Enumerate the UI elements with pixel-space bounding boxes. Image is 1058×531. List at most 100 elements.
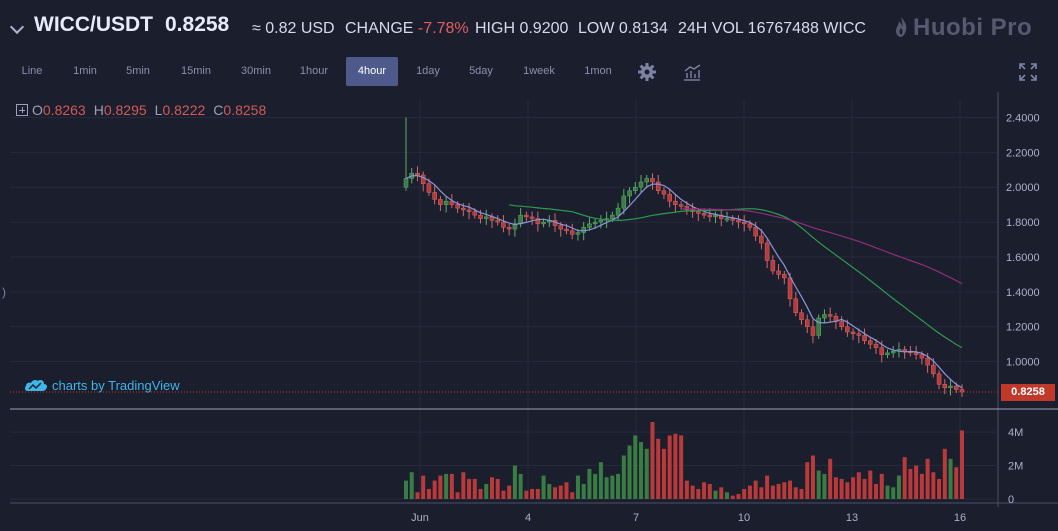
high-label: H bbox=[93, 102, 104, 118]
volume-bar bbox=[581, 483, 586, 499]
tradingview-attribution[interactable]: charts by TradingView bbox=[24, 378, 180, 393]
logo-text: Huobi Pro bbox=[913, 14, 1033, 41]
low-value: 0.8222 bbox=[162, 102, 206, 118]
candle-body bbox=[707, 214, 713, 218]
volume-bar bbox=[845, 482, 850, 499]
volume-value: 16767488 WICC bbox=[747, 20, 866, 37]
volume-bar bbox=[604, 477, 609, 499]
candle-body bbox=[948, 385, 953, 389]
candle-body bbox=[655, 181, 661, 191]
volume-bar bbox=[593, 473, 598, 499]
candlestick-chart[interactable]: 2.4000 2.2000 2.0000 1.8000 1.6000 1.4000 1.20… bbox=[0, 92, 1058, 531]
volume-bar bbox=[713, 490, 718, 499]
candle-body bbox=[420, 174, 426, 184]
candle-body bbox=[638, 181, 644, 188]
candle-body bbox=[650, 178, 655, 183]
volume-bar bbox=[598, 462, 603, 499]
candle-body bbox=[541, 221, 546, 225]
volume-bar bbox=[805, 462, 810, 499]
chart-toolbar: Line 1min 5min 15min 30min 1hour 4hour 1… bbox=[0, 56, 1058, 90]
candle-body bbox=[931, 364, 936, 375]
candle-body bbox=[736, 220, 741, 223]
volume-bar bbox=[793, 487, 798, 499]
ticker-header: WICC/USDT 0.8258 ≈ 0.82 USD CHANGE -7.78… bbox=[0, 0, 1058, 56]
volume-bar bbox=[558, 485, 563, 499]
candle-body bbox=[701, 213, 707, 216]
candle-body bbox=[713, 214, 718, 218]
time-tick-label: 10 bbox=[738, 512, 750, 524]
timeframe-1week[interactable]: 1week bbox=[523, 65, 555, 77]
volume-bar bbox=[770, 485, 775, 499]
volume-bar bbox=[839, 478, 844, 499]
chevron-down-icon[interactable] bbox=[9, 19, 25, 35]
candle-body bbox=[856, 333, 862, 336]
volume-bar bbox=[879, 473, 884, 499]
candle-body bbox=[472, 211, 478, 216]
volume-bar bbox=[570, 492, 575, 499]
candle-body bbox=[461, 207, 466, 211]
timeframe-30min[interactable]: 30min bbox=[241, 65, 271, 77]
volume-bar bbox=[415, 492, 420, 499]
candle-body bbox=[415, 173, 420, 176]
volume-bar bbox=[587, 468, 592, 499]
candle-body bbox=[529, 216, 535, 219]
volume-bar bbox=[627, 445, 632, 499]
timeframe-1day[interactable]: 1day bbox=[416, 65, 440, 77]
candle-body bbox=[426, 183, 432, 193]
candle-body bbox=[501, 221, 506, 228]
candle-body bbox=[730, 218, 735, 221]
volume-bar bbox=[449, 473, 454, 499]
volume-bar bbox=[942, 448, 947, 499]
candle-body bbox=[816, 317, 821, 336]
candle-body bbox=[403, 178, 409, 188]
volume-bar bbox=[822, 473, 827, 499]
candle-body bbox=[810, 326, 816, 336]
candle-body bbox=[845, 326, 850, 333]
volume-bar bbox=[776, 483, 781, 499]
chart-area[interactable]: 2.4000 2.2000 2.0000 1.8000 1.6000 1.4000 1.20… bbox=[0, 92, 1058, 531]
volume-stat: 24H VOL 16767488 WICC bbox=[678, 20, 866, 38]
low-label: L bbox=[154, 102, 163, 118]
plus-icon[interactable] bbox=[16, 104, 28, 116]
candle-body bbox=[741, 221, 747, 225]
candle-body bbox=[478, 214, 483, 219]
candle-body bbox=[822, 314, 827, 319]
last-price: 0.8258 bbox=[165, 13, 230, 36]
gear-icon[interactable] bbox=[637, 62, 657, 82]
timeframe-15min[interactable]: 15min bbox=[181, 65, 211, 77]
volume-bar bbox=[501, 490, 506, 499]
candle-body bbox=[615, 207, 621, 216]
timeframe-5min[interactable]: 5min bbox=[126, 65, 150, 77]
timeframe-1mon[interactable]: 1mon bbox=[584, 65, 612, 77]
timeframe-1hour[interactable]: 1hour bbox=[299, 65, 329, 77]
timeframe-line[interactable]: Line bbox=[21, 65, 43, 77]
timeframe-5day[interactable]: 5day bbox=[469, 65, 493, 77]
price-tick-label: 1.6000 bbox=[1006, 252, 1040, 264]
usd-approx: ≈ 0.82 USD bbox=[252, 20, 335, 37]
volume-bar bbox=[409, 472, 414, 499]
open-label: O bbox=[32, 102, 43, 118]
close-label: C bbox=[213, 102, 224, 118]
candle-body bbox=[793, 298, 799, 314]
low-label: LOW bbox=[578, 20, 615, 37]
volume-bar bbox=[891, 487, 896, 499]
candle-body bbox=[925, 357, 930, 366]
fullscreen-icon[interactable] bbox=[1018, 62, 1038, 82]
volume-label: 24H VOL bbox=[678, 20, 744, 37]
volume-bar bbox=[885, 485, 890, 499]
candle-body bbox=[753, 227, 758, 237]
pair-name[interactable]: WICC/USDT bbox=[34, 13, 153, 36]
volume-bar bbox=[461, 472, 466, 499]
volume-bar bbox=[759, 487, 764, 499]
candle-body bbox=[661, 190, 667, 195]
candle-body bbox=[598, 220, 604, 223]
price-tick-label: 1.4000 bbox=[1006, 287, 1040, 299]
volume-bar bbox=[575, 475, 580, 499]
volume-bar bbox=[851, 477, 856, 499]
timeframe-1min[interactable]: 1min bbox=[73, 65, 97, 77]
timeframe-4hour[interactable]: 4hour bbox=[346, 57, 398, 86]
time-tick-label: 13 bbox=[846, 512, 858, 524]
volume-bar bbox=[644, 448, 649, 499]
indicators-icon[interactable] bbox=[682, 62, 702, 82]
volume-bar bbox=[908, 468, 913, 499]
